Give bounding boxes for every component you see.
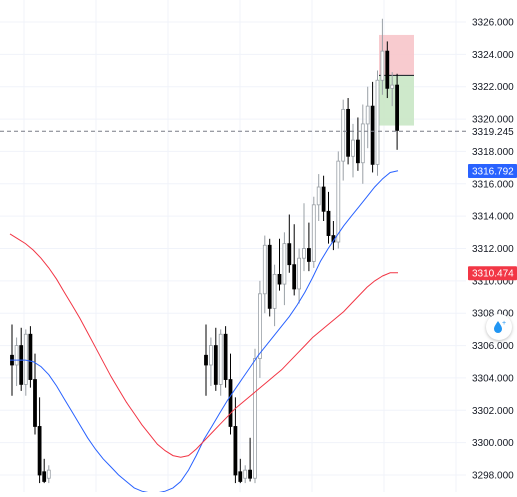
- candle[interactable]: [218, 333, 223, 385]
- stop-loss-zone[interactable]: [379, 34, 414, 76]
- candle[interactable]: [311, 204, 316, 262]
- price-tick-label: 3316.000: [472, 179, 514, 190]
- candle[interactable]: [243, 469, 248, 479]
- candle[interactable]: [336, 160, 341, 243]
- candle-left[interactable]: [42, 471, 47, 482]
- candle[interactable]: [257, 293, 262, 359]
- candle[interactable]: [375, 79, 380, 165]
- price-tick-label: 3298.000: [472, 471, 514, 482]
- indicator-badge-0-bg: [468, 163, 517, 178]
- candle[interactable]: [365, 105, 370, 125]
- price-tick-label: 3318.000: [472, 147, 514, 158]
- candle-left[interactable]: [19, 345, 24, 385]
- candle-left[interactable]: [23, 333, 28, 385]
- candle[interactable]: [282, 243, 287, 285]
- candle[interactable]: [223, 333, 228, 380]
- candle[interactable]: [326, 210, 331, 236]
- price-tick-label: 3326.000: [472, 18, 514, 29]
- price-tick-label: 3304.000: [472, 373, 514, 384]
- candle[interactable]: [272, 273, 277, 309]
- candle[interactable]: [302, 248, 306, 259]
- price-tick-label: 3302.000: [472, 406, 514, 417]
- candle[interactable]: [360, 123, 365, 164]
- price-axis[interactable]: 3326.000 3324.000 3322.000 3320.000 3318.000…: [472, 18, 514, 482]
- price-tick-label: 3300.000: [472, 438, 514, 449]
- candle[interactable]: [390, 84, 395, 89]
- price-tick-label: 3314.000: [472, 212, 514, 223]
- candle[interactable]: [213, 345, 218, 385]
- candle[interactable]: [316, 186, 321, 206]
- candle[interactable]: [287, 243, 292, 266]
- candle-left[interactable]: [46, 469, 51, 479]
- candle[interactable]: [355, 139, 360, 164]
- candle[interactable]: [267, 244, 272, 309]
- price-tick-label: 3322.000: [472, 82, 514, 93]
- candles: [10, 18, 400, 484]
- candle-left[interactable]: [14, 345, 19, 366]
- candle[interactable]: [341, 108, 346, 162]
- candle[interactable]: [346, 108, 351, 157]
- candle-left[interactable]: [33, 379, 37, 427]
- candle[interactable]: [208, 345, 213, 366]
- current-price-badge: 3319.245: [468, 124, 517, 139]
- price-tick-label: 3320.000: [472, 115, 514, 126]
- price-tick-label: 3310.000: [472, 276, 514, 287]
- indicator-badge-1: 3310.474: [468, 266, 517, 281]
- current-price-badge-bg: [468, 124, 517, 139]
- candle[interactable]: [292, 264, 297, 290]
- candle[interactable]: [248, 469, 253, 479]
- indicator-line-0[interactable]: [10, 170, 399, 494]
- candle[interactable]: [238, 471, 243, 482]
- candle[interactable]: [297, 257, 302, 290]
- candle-left[interactable]: [37, 426, 42, 476]
- svg-text:+: +: [502, 320, 506, 327]
- price-tick-label: 3324.000: [472, 50, 514, 61]
- indicator-line-1[interactable]: [9, 233, 398, 458]
- price-tick-label: 3312.000: [472, 244, 514, 255]
- candle[interactable]: [351, 139, 355, 157]
- candle[interactable]: [321, 186, 326, 212]
- candle[interactable]: [253, 358, 257, 479]
- liquidity-drop-button[interactable]: +: [486, 314, 512, 340]
- candle[interactable]: [370, 105, 375, 165]
- indicator-badge-1-label: 3310.474: [472, 269, 514, 280]
- candle[interactable]: [204, 354, 208, 366]
- current-price-badge-label: 3319.245: [472, 127, 514, 138]
- indicator-badge-0-label: 3316.792: [472, 166, 514, 177]
- indicator-badge-1-bg: [468, 266, 517, 281]
- candle[interactable]: [228, 379, 233, 427]
- candle[interactable]: [306, 248, 311, 262]
- candle[interactable]: [385, 50, 390, 89]
- candle[interactable]: [233, 426, 238, 476]
- candle-left[interactable]: [28, 333, 33, 380]
- candle[interactable]: [380, 50, 385, 81]
- indicator-badge-0: 3316.792: [468, 163, 517, 178]
- price-tick-label: 3306.000: [472, 341, 514, 352]
- water-drop-icon: +: [494, 320, 506, 333]
- candle[interactable]: [262, 244, 267, 295]
- candle[interactable]: [395, 84, 400, 131]
- candle[interactable]: [277, 273, 282, 285]
